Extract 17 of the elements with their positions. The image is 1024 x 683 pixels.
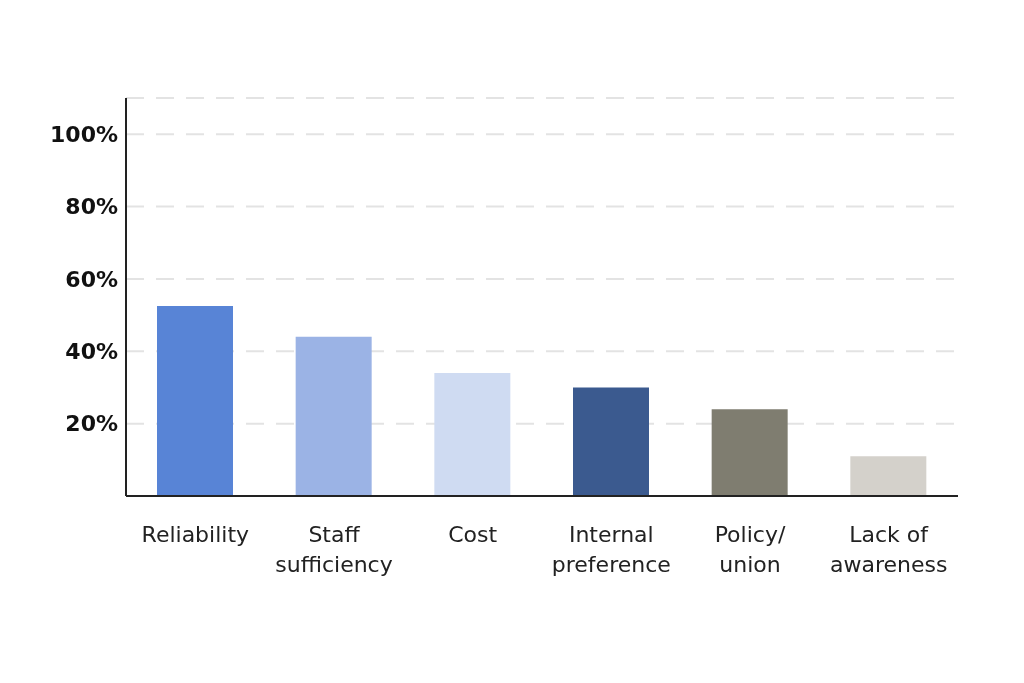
bar [295,336,372,496]
y-tick-label: 60% [65,266,118,292]
bar [711,409,788,496]
y-tick-label: 20% [65,411,118,437]
x-tick-label: Policy/ union [714,522,786,577]
x-tick-label: Reliability [141,522,250,547]
bar [850,456,927,496]
bar [573,387,649,496]
y-tick-label: 80% [65,194,118,220]
bar [157,306,233,496]
x-tick-label: Lack of awareness [829,522,948,577]
x-tick-label: Cost [448,522,498,547]
y-tick-label: 100% [50,121,118,147]
bar [434,372,511,496]
x-tick-label: Staff sufficiency [275,522,393,577]
y-tick-label: 40% [65,339,118,365]
x-tick-label: Internal preference [551,522,671,577]
